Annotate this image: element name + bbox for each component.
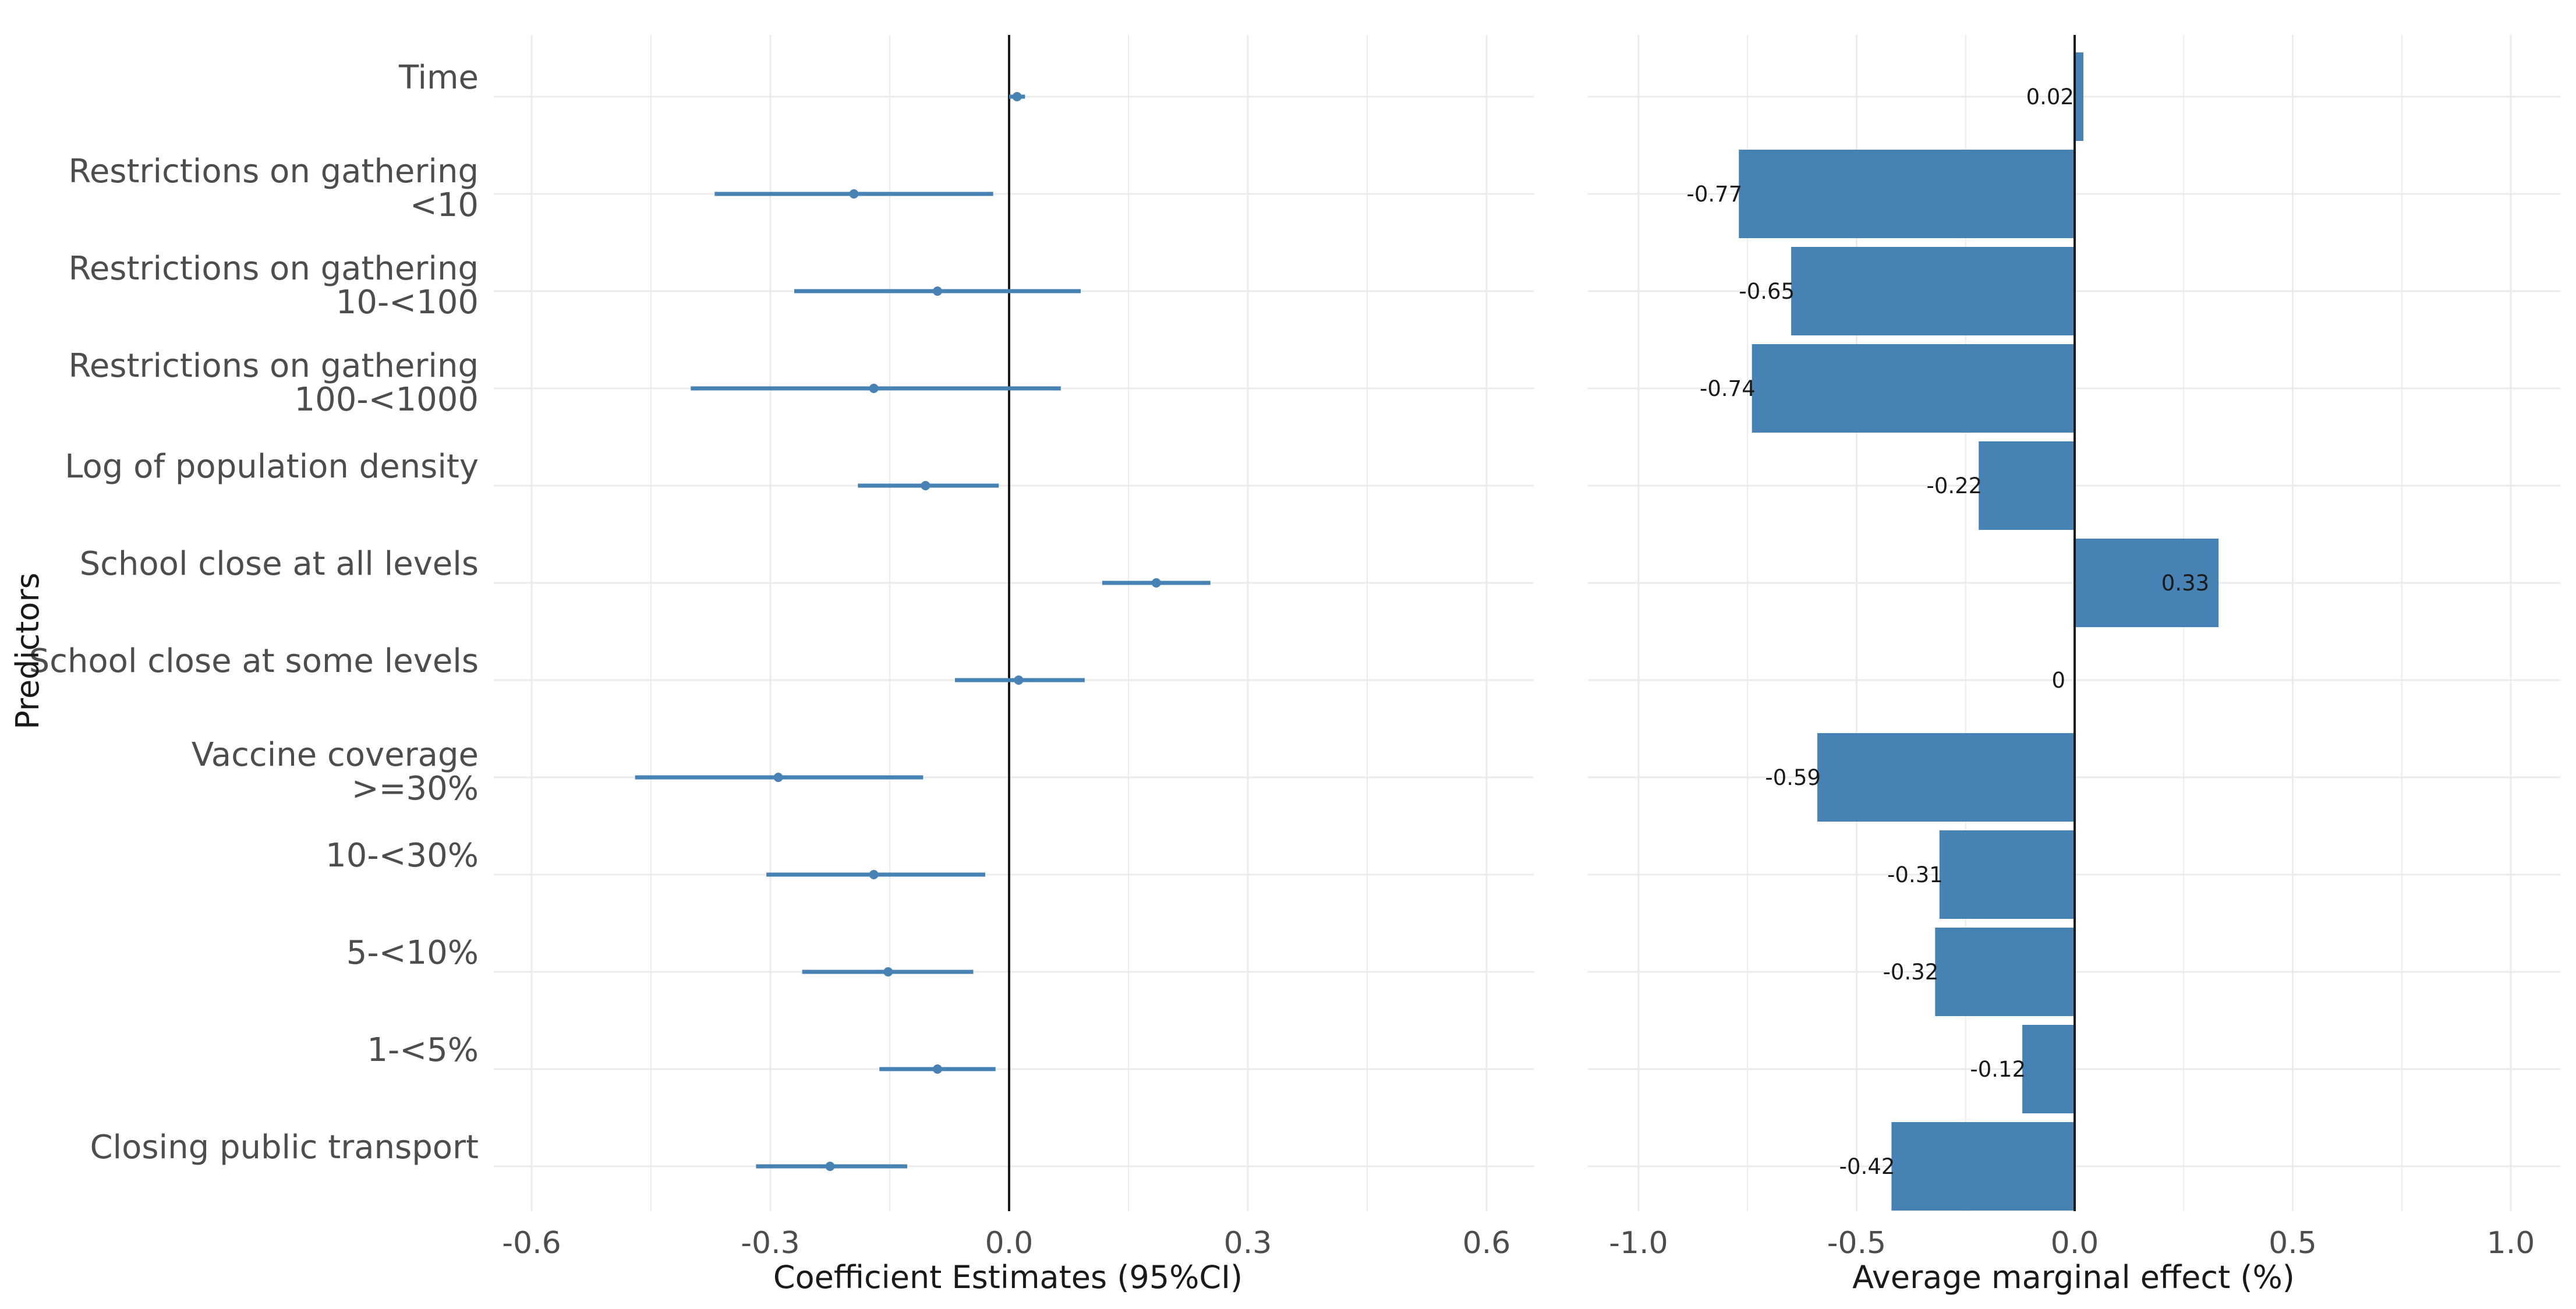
predictor-label: Vaccine coverage >=30% <box>192 736 479 808</box>
bar-value-label: 0 <box>2051 668 2065 693</box>
bar-x-ticks: -1.0 -0.5 0.0 0.5 1.0 <box>1609 1226 2535 1261</box>
forest-point-estimate <box>1151 578 1161 588</box>
forest-point-estimate <box>933 286 942 296</box>
forest-point-estimate <box>1014 675 1024 685</box>
forest-point-estimate <box>1012 92 1022 101</box>
forest-x-tick-label: -0.6 <box>502 1226 561 1261</box>
bar <box>1791 247 2075 335</box>
forest-plot-grid <box>494 35 1534 1211</box>
bar-value-label: 0.33 <box>2161 571 2209 596</box>
predictor-label: Restrictions on gathering 100-<1000 <box>68 347 479 419</box>
forest-point-estimate <box>921 481 930 490</box>
forest-point-estimate <box>869 870 879 879</box>
predictor-label: 1-<5% <box>367 1031 479 1069</box>
forest-x-axis-title: Coefficient Estimates (95%CI) <box>773 1259 1243 1296</box>
forest-point-estimate <box>773 773 783 782</box>
predictor-label-line: 1-<5% <box>367 1031 479 1069</box>
predictor-label-line: Restrictions on gathering <box>68 250 479 288</box>
bar-value-label: -0.32 <box>1883 960 1939 985</box>
bar <box>1751 344 2075 433</box>
bar <box>1935 928 2075 1016</box>
bar-value-label: -0.22 <box>1926 473 1982 498</box>
forest-x-tick-label: -0.3 <box>741 1226 799 1261</box>
forest-x-tick-label: 0.0 <box>985 1226 1034 1261</box>
predictor-label-line: School close at some levels <box>29 642 479 680</box>
predictor-label-line: School close at all levels <box>80 545 479 583</box>
bar-value-label: -0.65 <box>1739 279 1795 304</box>
forest-x-ticks: -0.6 -0.3 0.0 0.3 0.6 <box>502 1226 1510 1261</box>
bar <box>1817 733 2075 822</box>
bar <box>2075 52 2083 141</box>
predictor-label-line: Restrictions on gathering <box>68 347 479 385</box>
forest-point-estimate <box>933 1064 942 1074</box>
bar-value-label: -0.59 <box>1765 765 1821 790</box>
forest-x-tick-label: 0.3 <box>1224 1226 1272 1261</box>
bar-x-tick-label: 0.5 <box>2269 1226 2317 1261</box>
bar-value-label: 0.02 <box>2026 84 2074 109</box>
forest-point-estimate <box>825 1162 835 1171</box>
bar-x-tick-label: -1.0 <box>1609 1226 1668 1261</box>
predictor-label: 10-<30% <box>325 837 479 875</box>
forest-point-estimate <box>869 384 879 393</box>
bar <box>1739 150 2075 238</box>
bar-value-label: -0.12 <box>1970 1057 2026 1082</box>
forest-x-tick-label: 0.6 <box>1463 1226 1511 1261</box>
predictor-label-line: Closing public transport <box>90 1128 479 1166</box>
predictor-label: Closing public transport <box>90 1128 479 1166</box>
forest-plot-marks <box>635 35 1211 1211</box>
bar-value-label: -0.77 <box>1687 182 1743 207</box>
predictor-label: 5-<10% <box>346 934 479 972</box>
predictor-label: Restrictions on gathering <10 <box>68 153 479 224</box>
predictor-label: Log of population density <box>65 448 479 486</box>
bar <box>2022 1025 2075 1113</box>
bar-plot-marks: 0.02 -0.77 -0.65 -0.74 -0.22 0.33 0 -0.59 -0.31 -… <box>1687 35 2219 1211</box>
bar <box>1979 441 2075 530</box>
bar-x-axis-title: Average marginal effect (%) <box>1852 1259 2295 1296</box>
bar-value-label: -0.42 <box>1839 1154 1895 1179</box>
predictor-label-line: Time <box>398 59 479 97</box>
forest-point-estimate <box>883 967 893 977</box>
predictor-label-line: Restrictions on gathering <box>68 153 479 190</box>
predictor-label-line: Log of population density <box>65 448 479 486</box>
bar-value-label: -0.31 <box>1887 862 1943 887</box>
predictor-label-line: >=30% <box>352 770 479 808</box>
predictor-label-line: 100-<1000 <box>294 381 479 419</box>
predictor-label-line: <10 <box>410 186 479 224</box>
predictor-label-line: Vaccine coverage <box>192 736 479 774</box>
predictor-label-line: 10-<30% <box>325 837 479 875</box>
predictor-label: Time <box>398 59 479 97</box>
bar-x-tick-label: 1.0 <box>2487 1226 2535 1261</box>
predictor-label: Restrictions on gathering 10-<100 <box>68 250 479 321</box>
bar <box>2075 539 2219 627</box>
forest-point-estimate <box>849 189 859 199</box>
predictor-label: School close at all levels <box>80 545 479 583</box>
predictor-label-line: 5-<10% <box>346 934 479 972</box>
bar-x-tick-label: -0.5 <box>1827 1226 1886 1261</box>
bar <box>1939 830 2075 919</box>
bar-value-label: -0.74 <box>1700 376 1756 401</box>
predictor-label: School close at some levels <box>29 642 479 680</box>
bar-x-tick-label: 0.0 <box>2051 1226 2099 1261</box>
bar <box>1891 1122 2075 1211</box>
y-axis-title: Predictors <box>9 572 46 729</box>
predictor-label-line: 10-<100 <box>336 284 479 321</box>
